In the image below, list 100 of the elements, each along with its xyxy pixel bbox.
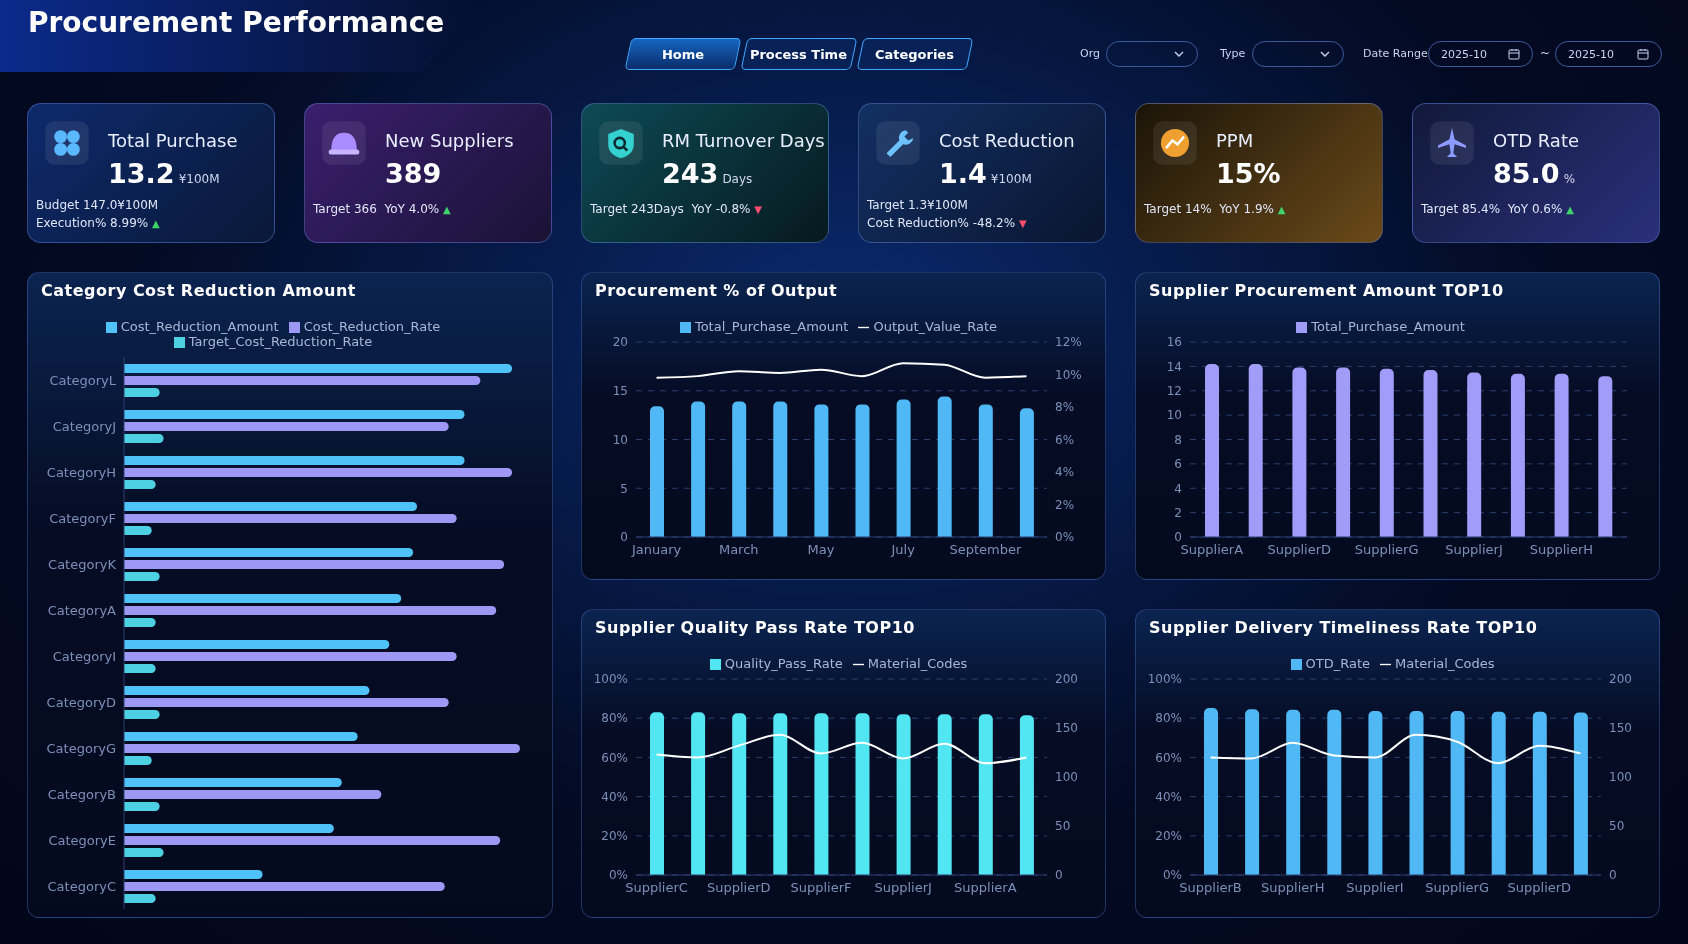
text: Home — [661, 46, 705, 62]
text: 15% — [1216, 158, 1281, 189]
y-tick-label: 100% — [593, 672, 628, 687]
y-tick-label: CategoryG — [46, 740, 116, 756]
bar — [124, 894, 156, 903]
bar — [124, 606, 497, 615]
chart-title: Supplier Procurement Amount TOP10 — [1149, 281, 1504, 300]
bar — [124, 664, 156, 673]
x-tick-label: SupplierJ — [874, 880, 932, 896]
line-series — [655, 733, 1028, 765]
bar — [124, 594, 402, 603]
y-tick-label: CategoryI — [52, 648, 116, 664]
y-tick-label: 60% — [1155, 750, 1182, 765]
text: Target 14% YoY 1.9% ▲ — [1144, 202, 1286, 216]
y2-tick-label: 200 — [1609, 672, 1632, 687]
legend-label: Cost_Reduction_Rate — [303, 319, 441, 334]
y2-tick-label: 6% — [1055, 432, 1075, 447]
bar — [124, 434, 164, 443]
y2-tick-label: 0% — [1055, 530, 1075, 545]
chart-title: Supplier Quality Pass Rate TOP10 — [595, 618, 915, 637]
text: New Suppliers — [385, 130, 514, 151]
y-tick-label: 6 — [1174, 457, 1182, 472]
x-tick-label: SupplierH — [1529, 542, 1594, 558]
chart-title: Supplier Delivery Timeliness Rate TOP10 — [1149, 618, 1538, 637]
x-tick-label: SupplierA — [1180, 542, 1244, 558]
y-tick-label: CategoryD — [46, 694, 116, 710]
bar — [124, 526, 152, 535]
x-tick-label: July — [890, 542, 916, 558]
text: Budget 147.0¥100M — [36, 198, 159, 212]
line-series — [1209, 733, 1582, 765]
bar — [124, 388, 160, 397]
text: ¥100M — [178, 172, 220, 186]
y2-tick-label: 150 — [1609, 721, 1632, 736]
y-tick-label: 0 — [620, 530, 628, 545]
y2-tick-label: 150 — [1055, 721, 1078, 736]
x-tick-label: May — [807, 542, 835, 558]
y2-tick-label: 200 — [1055, 672, 1078, 687]
bar — [124, 640, 390, 649]
text: Categories — [875, 46, 955, 62]
y-tick-label: CategoryH — [46, 464, 116, 480]
bar — [124, 790, 382, 799]
text: 243 — [662, 158, 719, 189]
y-tick-label: 10 — [1166, 408, 1182, 423]
text: Cost Reduction% -48.2% ▼ — [867, 216, 1027, 230]
bar — [124, 548, 414, 557]
y-tick-label: 80% — [1155, 711, 1182, 726]
text: 389 — [385, 158, 442, 189]
y-tick-label: 20% — [601, 829, 628, 844]
bar — [124, 560, 505, 569]
y-tick-label: 8 — [1174, 432, 1182, 447]
text: Procurement Performance — [28, 6, 445, 39]
x-tick-label: SupplierC — [625, 880, 688, 896]
y2-tick-label: 50 — [1609, 819, 1625, 834]
text: 13.2 — [108, 158, 175, 189]
y2-tick-label: 12% — [1055, 335, 1082, 350]
y-tick-label: 40% — [1155, 789, 1182, 804]
y-tick-label: 10 — [612, 432, 628, 447]
y-tick-label: 0 — [1174, 530, 1182, 545]
legend-label: Total_Purchase_Amount — [694, 319, 849, 334]
bar — [124, 514, 457, 523]
y-tick-label: 40% — [601, 789, 628, 804]
y-tick-label: CategoryJ — [52, 418, 116, 434]
y-tick-label: 20% — [1155, 829, 1182, 844]
y2-tick-label: 10% — [1055, 367, 1082, 382]
text: Days — [722, 172, 753, 186]
text: PPM — [1216, 130, 1254, 151]
text: 2025-10 — [1568, 47, 1614, 61]
text: 1.4 — [939, 158, 987, 189]
y-tick-label: 60% — [601, 750, 628, 765]
x-tick-label: SupplierB — [1179, 880, 1242, 896]
y2-tick-label: 50 — [1055, 819, 1071, 834]
y-tick-label: CategoryA — [47, 602, 117, 618]
y-tick-label: CategoryE — [48, 832, 116, 848]
x-tick-label: SupplierD — [706, 880, 771, 896]
text: ¥100M — [990, 172, 1032, 186]
x-tick-label: January — [630, 542, 682, 558]
text: Target 243Days YoY -0.8% ▼ — [590, 202, 762, 216]
bar — [124, 686, 370, 695]
legend-label: OTD_Rate — [1305, 656, 1371, 671]
text: Total Purchase — [108, 130, 238, 151]
bar — [124, 652, 457, 661]
text: RM Turnover Days — [662, 130, 825, 151]
bar — [124, 882, 445, 891]
x-tick-label: SupplierI — [1346, 880, 1404, 896]
y-tick-label: CategoryK — [48, 556, 117, 572]
y-tick-label: 0% — [608, 868, 628, 883]
bar — [124, 572, 160, 581]
y-tick-label: 16 — [1166, 335, 1182, 350]
y-tick-label: 14 — [1166, 359, 1182, 374]
x-tick-label: September — [949, 542, 1022, 558]
bar — [124, 422, 449, 431]
y-tick-label: 12 — [1166, 384, 1182, 399]
legend-label: Target_Cost_Reduction_Rate — [188, 334, 373, 349]
x-tick-label: SupplierD — [1267, 542, 1332, 558]
text: Org — [1080, 47, 1100, 60]
legend-label: Material_Codes — [1395, 656, 1495, 671]
bar — [124, 502, 418, 511]
bar — [124, 824, 334, 833]
text: Target 85.4% YoY 0.6% ▲ — [1421, 202, 1574, 216]
legend-label: Total_Purchase_Amount — [1311, 319, 1465, 334]
